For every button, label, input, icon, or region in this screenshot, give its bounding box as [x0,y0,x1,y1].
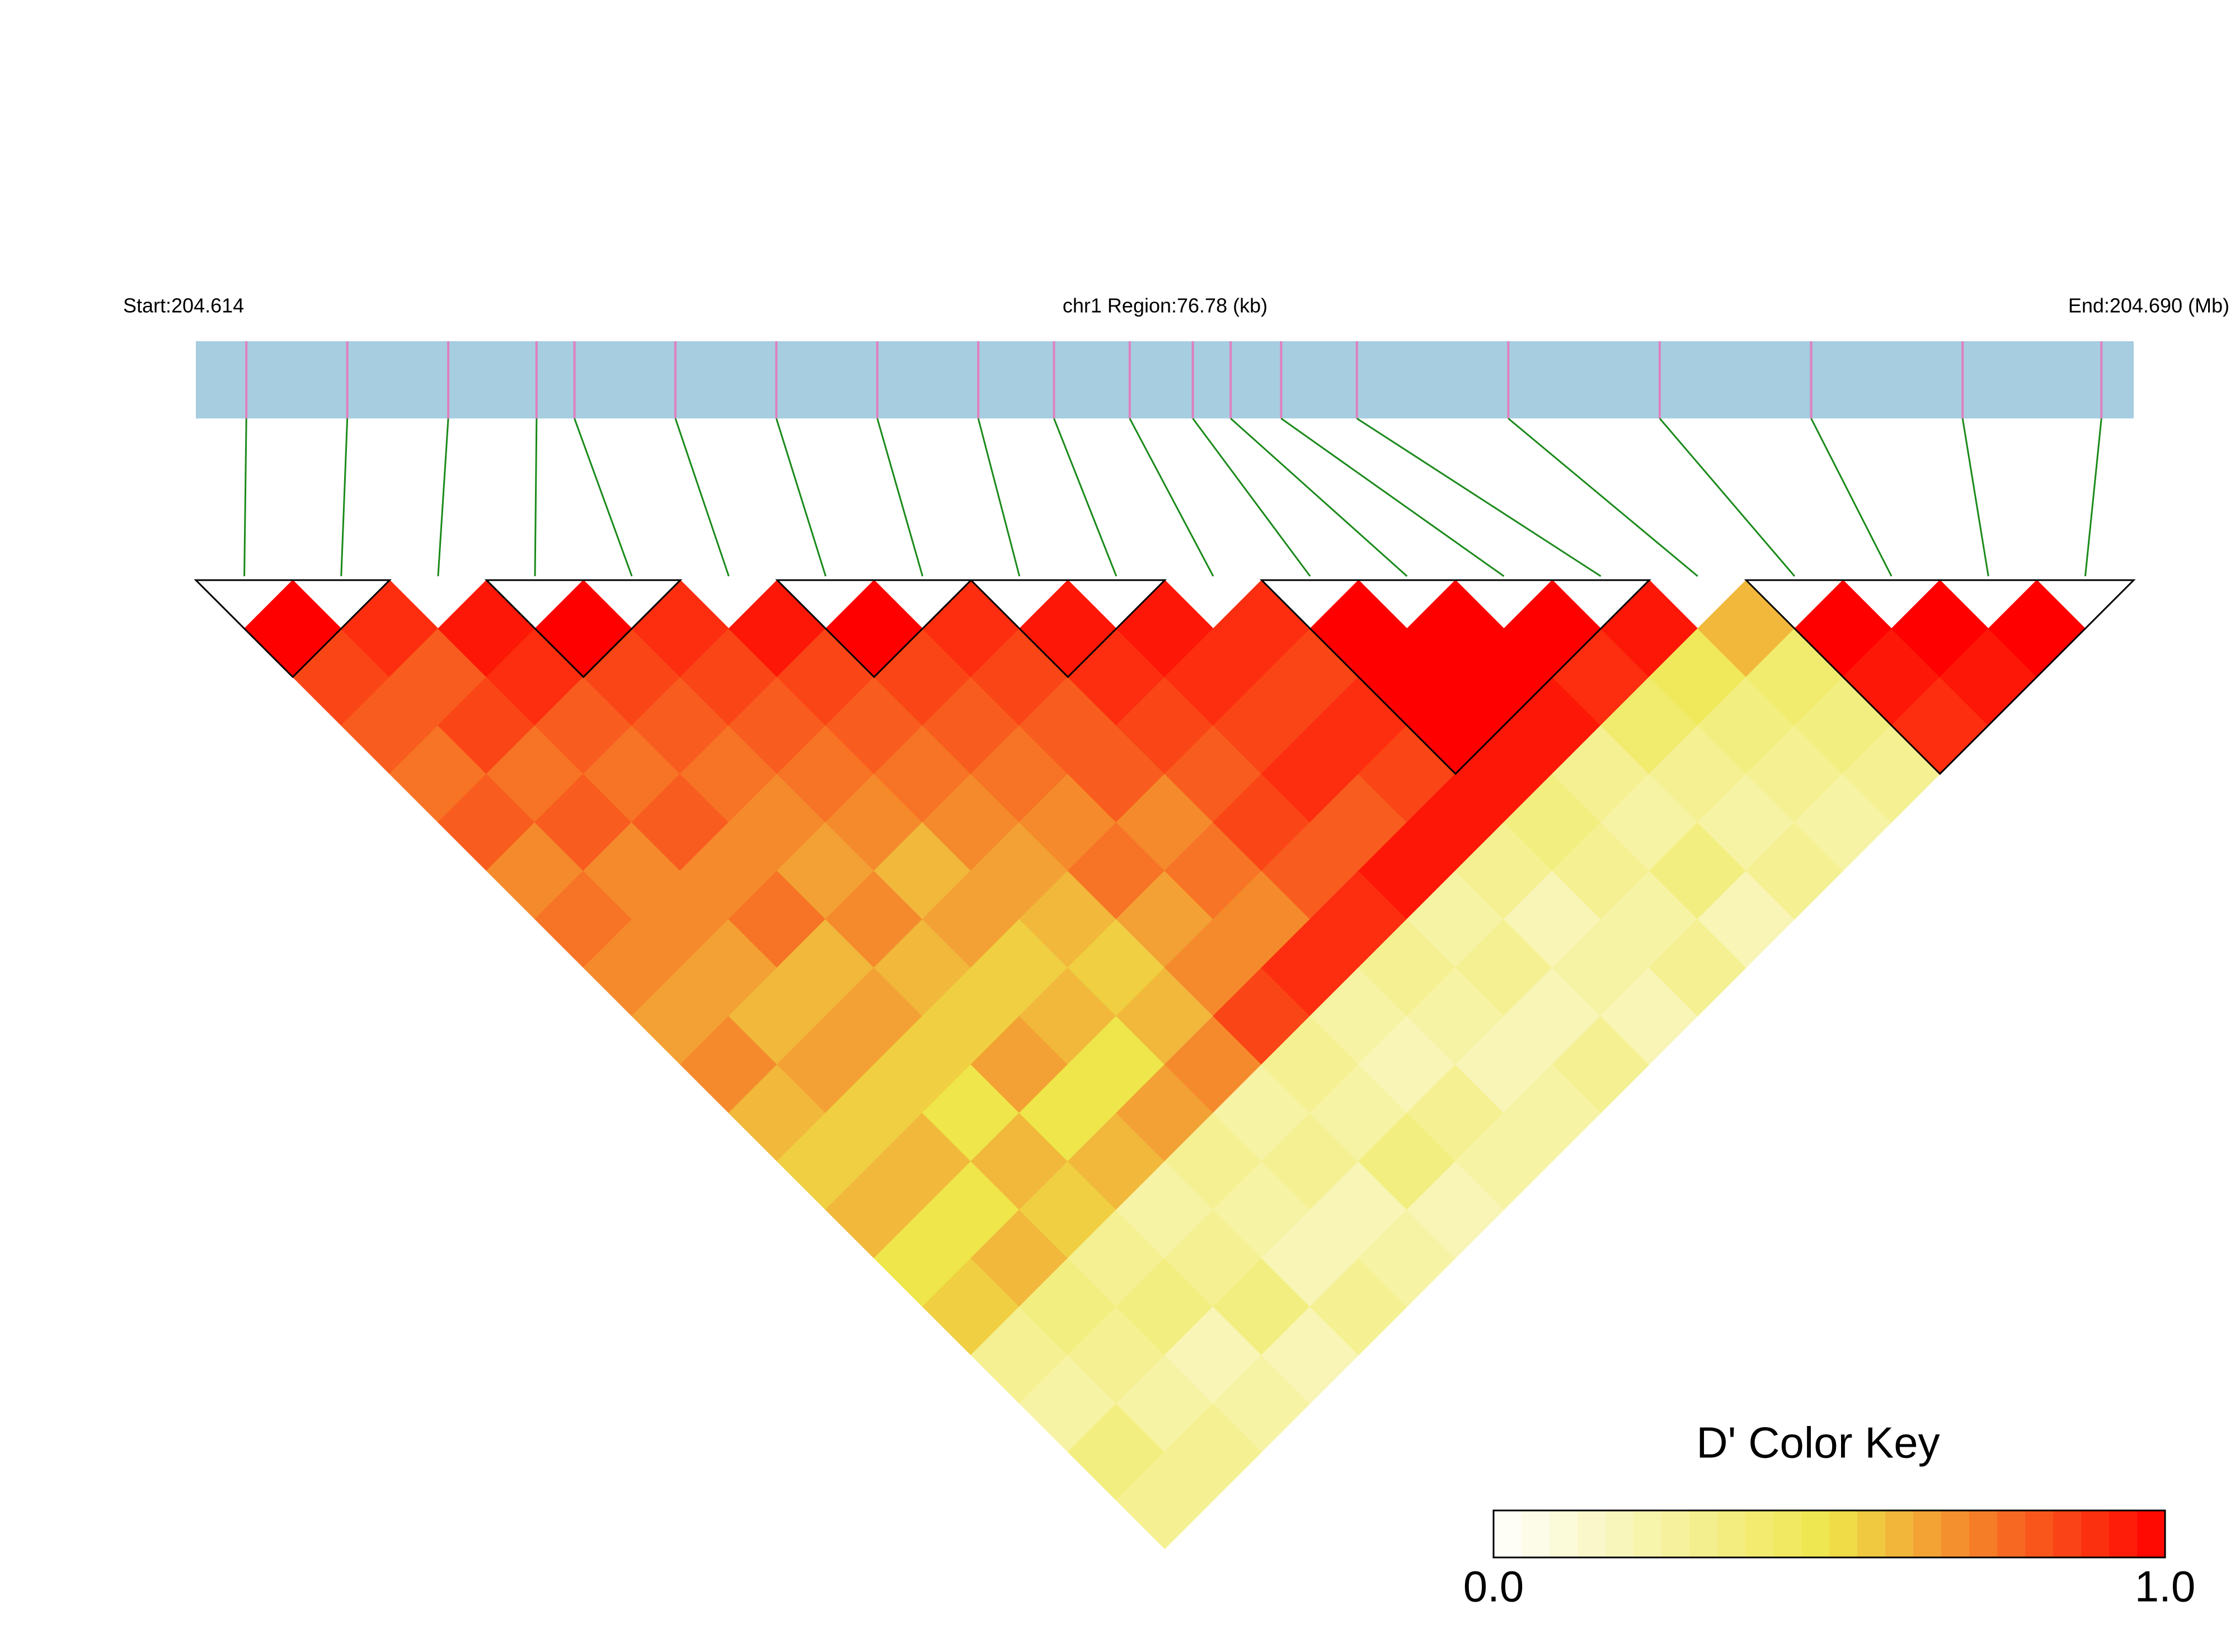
snp-connector [437,418,449,577]
snp-connector [243,418,247,577]
snp-connector [1129,418,1214,577]
start-label: Start:204.614 [123,294,244,317]
color-key-step [1829,1510,1858,1557]
color-key-step [1773,1510,1802,1557]
color-key-step [2081,1510,2110,1557]
color-key-step [1633,1510,1662,1557]
ld-block [194,579,392,679]
snp-connector [340,418,349,577]
snp-track [196,341,2134,418]
colorbar-title: D' Color Key [1696,1418,1940,1467]
snp-connector [534,418,538,577]
snp-connector [1508,417,1698,577]
ld-block [1260,579,1651,775]
snp-connector [2084,418,2102,577]
color-key-step [2025,1510,2054,1557]
color-key-step [2109,1510,2138,1557]
color-key-step [1969,1510,1998,1557]
color-key-step [1857,1510,1886,1557]
ld-block [484,579,683,679]
snp-connector [1659,418,1796,577]
chart-title: chr1 Region:76.78 (kb) [1063,294,1267,317]
colorbar-tick-label: 0.0 [1463,1562,1524,1611]
snp-connector [674,418,730,577]
snp-connector [1356,417,1602,577]
snp-connector [1810,418,1893,577]
color-key-step [1550,1510,1578,1557]
color-key-step [1605,1510,1634,1557]
snp-connector [1192,418,1311,577]
snp-connector [876,418,924,577]
snp-connector [1961,418,1989,577]
colorbar-tick-label: 1.0 [2135,1562,2195,1611]
snp-connector [1230,417,1408,577]
snp-connector [574,418,633,577]
color-key-step [1494,1510,1522,1557]
color-key-step [1522,1510,1550,1557]
color-key-frame [1492,1509,2166,1559]
ld-block [969,579,1167,679]
color-key-step [1577,1510,1606,1557]
color-key-step [1745,1510,1774,1557]
color-key-step [2053,1510,2082,1557]
snp-connector [1053,418,1118,577]
ld-block [775,579,973,679]
color-key-step [1941,1510,1970,1557]
ld-block [1744,579,2136,775]
color-key-step [1717,1510,1746,1557]
end-label: End:204.690 (Mb) [2068,294,2229,317]
color-key-step [1885,1510,1914,1557]
color-key-step [1913,1510,1942,1557]
color-key-step [1801,1510,1830,1557]
color-key-step [1997,1510,2026,1557]
color-key-step [2137,1510,2166,1557]
snp-connector [775,418,827,577]
snp-connector [977,418,1021,577]
snp-connector [1280,417,1505,577]
color-key-step [1689,1510,1718,1557]
color-key-step [1661,1510,1690,1557]
